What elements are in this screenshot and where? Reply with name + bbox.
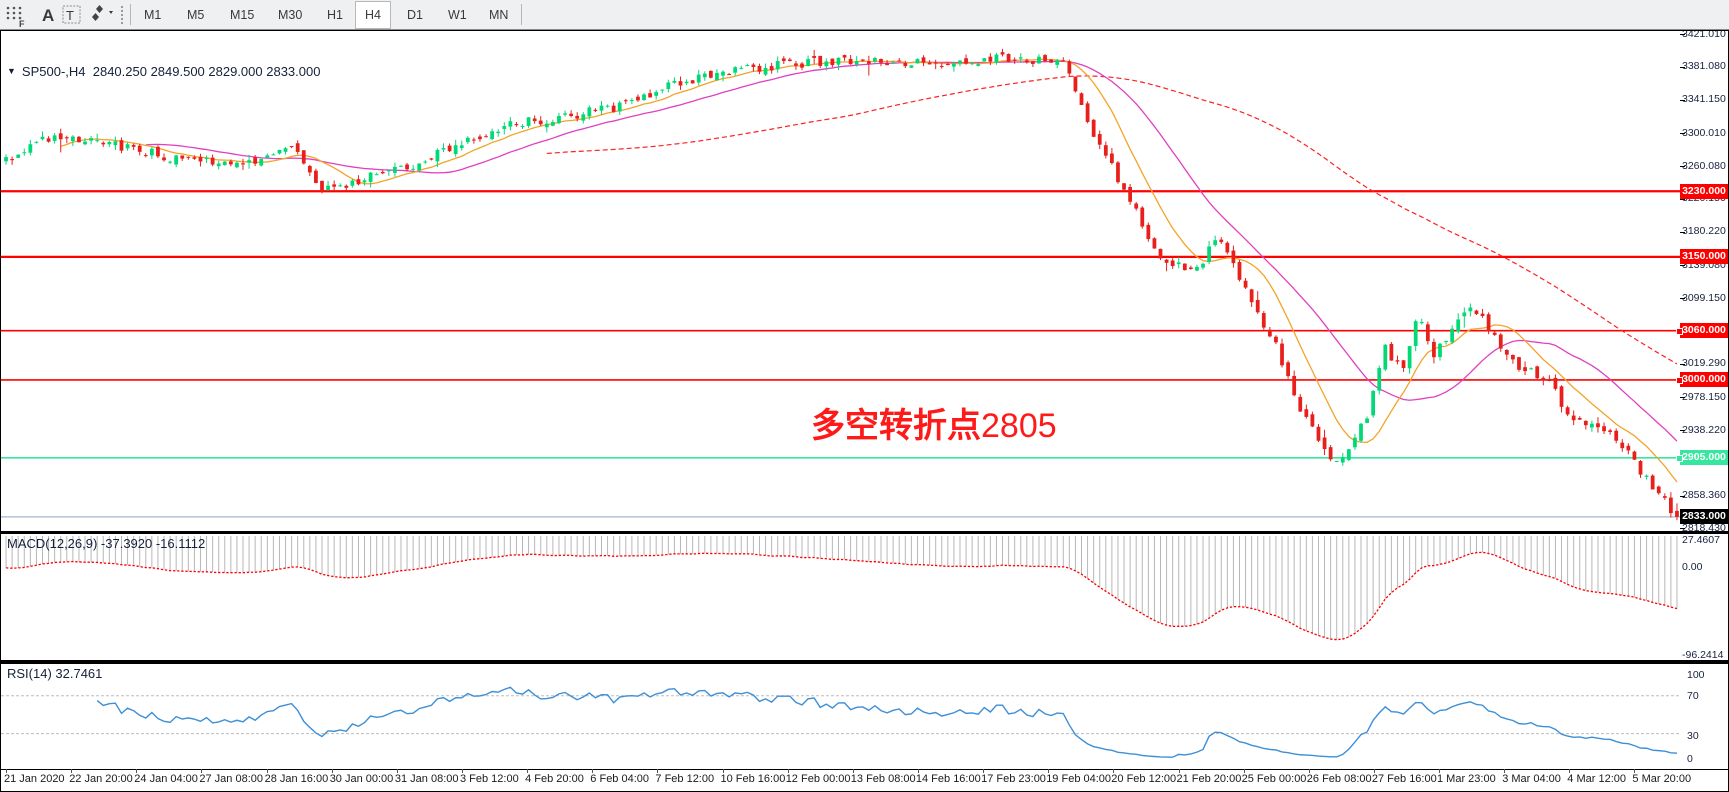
svg-text:A: A bbox=[42, 6, 54, 25]
svg-text:F: F bbox=[19, 19, 25, 29]
svg-text:T: T bbox=[66, 8, 74, 23]
